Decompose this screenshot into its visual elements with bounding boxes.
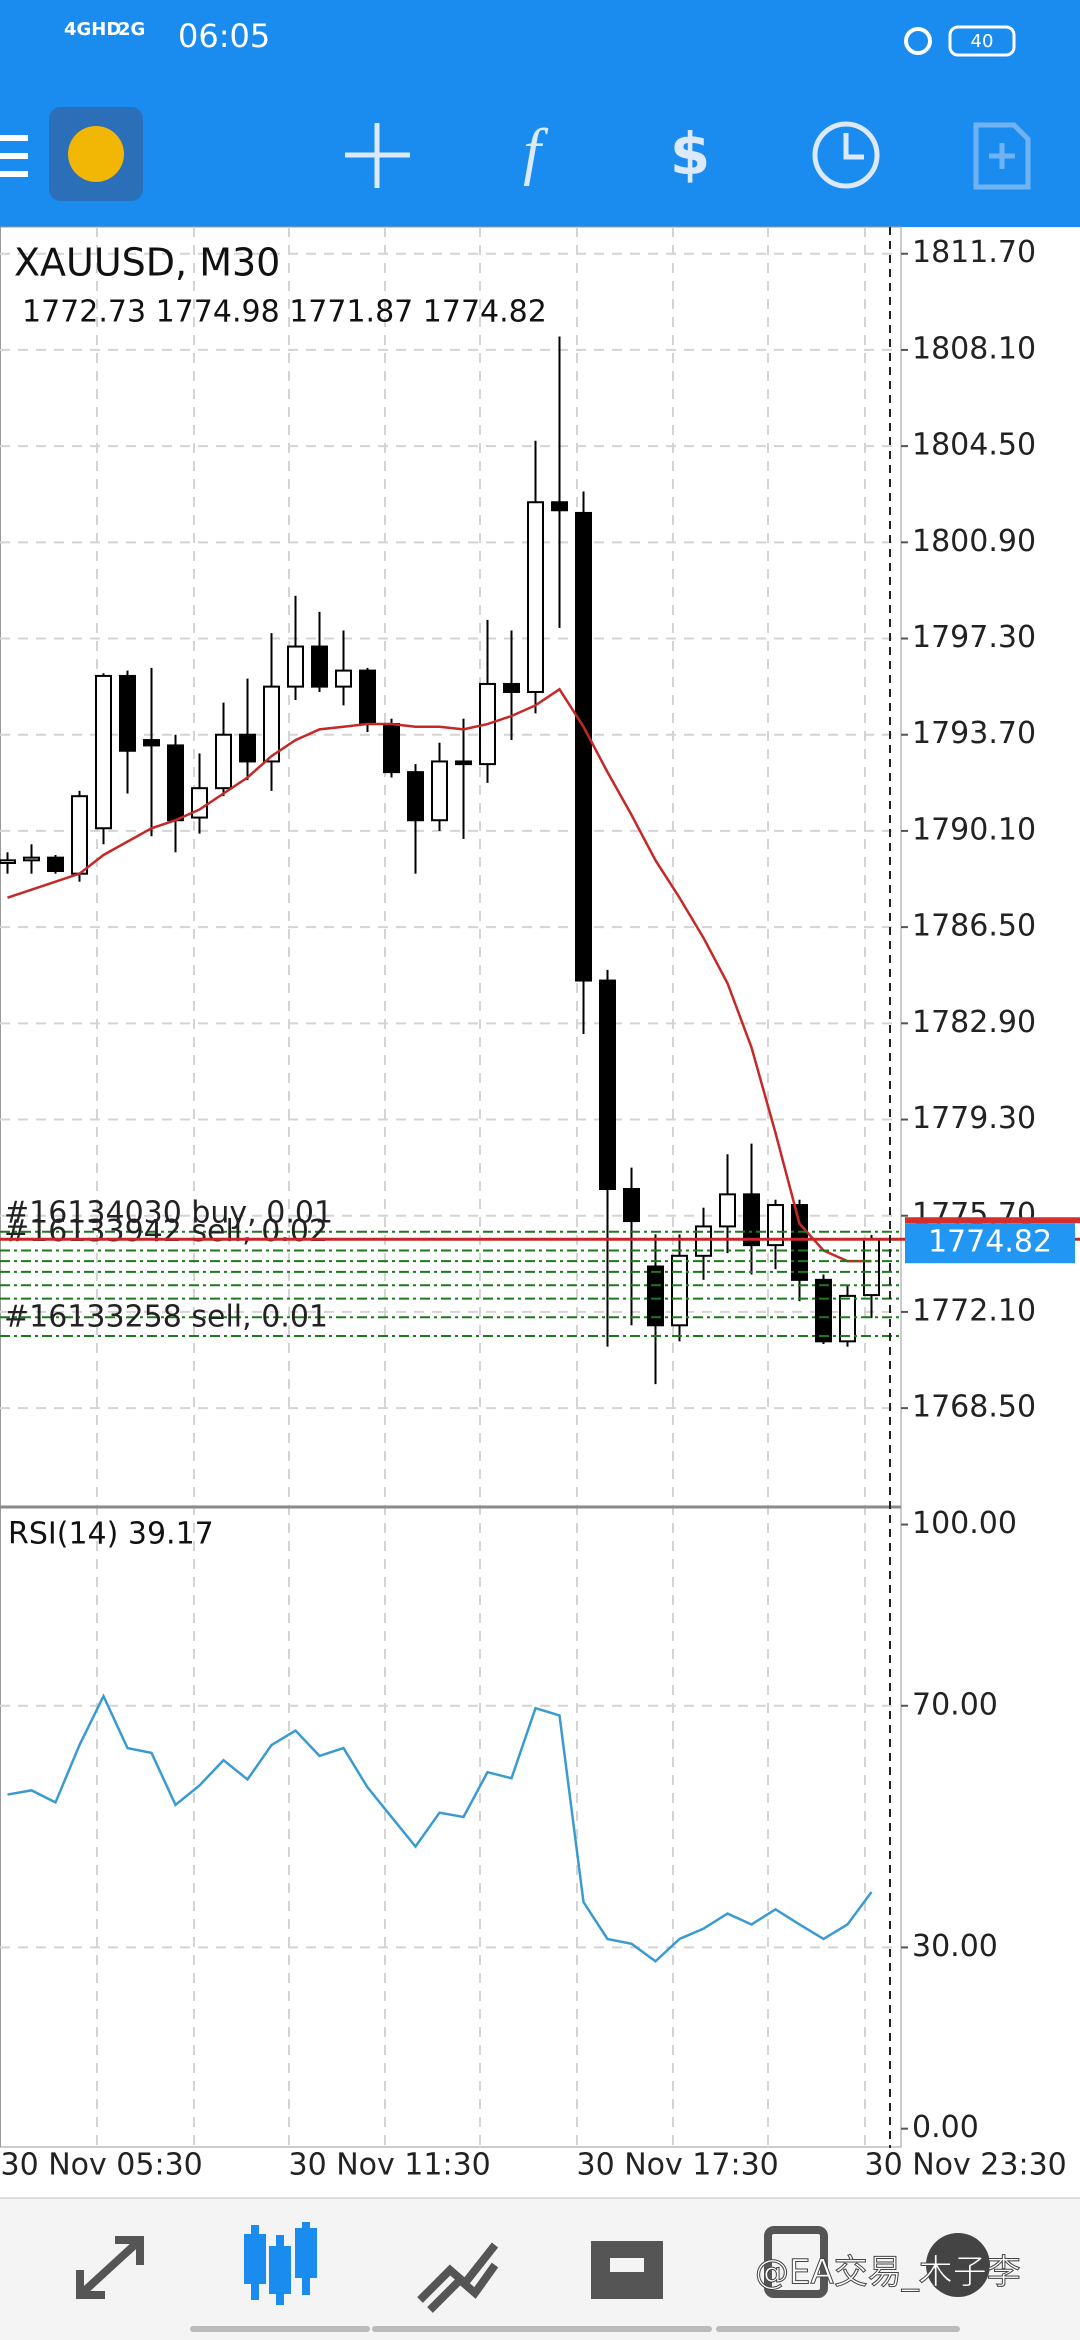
candle-body xyxy=(71,795,88,875)
candle-body xyxy=(791,1204,808,1281)
y-tick-label: 1800.90 xyxy=(912,524,1036,559)
y-tick-label: 1804.50 xyxy=(912,428,1036,463)
order-label: #16133258 sell, 0.01 xyxy=(4,1299,328,1334)
bid-marker xyxy=(905,1217,1080,1224)
bid-price-label: 1774.82 xyxy=(928,1225,1052,1260)
y-tick-label: 1790.10 xyxy=(912,812,1036,847)
battery-level: 40 xyxy=(971,31,994,52)
top-bar xyxy=(0,0,1080,227)
candle-body xyxy=(647,1265,664,1327)
candle-body xyxy=(767,1204,784,1247)
chart-tab[interactable] xyxy=(244,2222,317,2305)
app-logo-mark xyxy=(68,126,124,182)
indicator-line xyxy=(7,687,872,1263)
candle-body xyxy=(551,501,568,512)
y-tick-label: 30.00 xyxy=(912,1929,998,1964)
candle-body xyxy=(455,760,472,766)
quotes-tab[interactable] xyxy=(76,2236,144,2299)
messages-tab[interactable] xyxy=(764,2226,828,2298)
battery-icon xyxy=(948,25,1016,57)
y-tick-label: 0.00 xyxy=(912,2110,979,2145)
candle-body xyxy=(359,669,376,726)
gesture-bar xyxy=(716,2326,960,2332)
gesture-bar xyxy=(372,2326,712,2332)
candle-body xyxy=(671,1254,688,1327)
rsi-title: RSI(14) 39.17 xyxy=(8,1517,214,1552)
indicator-line xyxy=(7,1693,873,1963)
candle-body xyxy=(383,723,400,774)
candle-body xyxy=(239,733,256,763)
y-tick-label: 1811.70 xyxy=(912,235,1036,270)
candle-body xyxy=(263,685,280,763)
ohlc-text: 1772.73 1774.98 1771.87 1774.82 xyxy=(22,295,547,330)
candle-body xyxy=(599,979,616,1191)
x-tick-label: 30 Nov 23:30 xyxy=(865,2148,1067,2183)
candle-body xyxy=(215,733,232,790)
candle-body xyxy=(575,511,592,982)
y-tick-label: 100.00 xyxy=(912,1506,1017,1541)
y-tick-label: 1808.10 xyxy=(912,331,1036,366)
gesture-bar xyxy=(190,2326,370,2332)
templates-button[interactable] xyxy=(973,122,1031,190)
candle-body xyxy=(143,739,160,747)
candle-body xyxy=(863,1238,880,1297)
candle-body xyxy=(815,1278,832,1343)
candle-body xyxy=(839,1294,856,1343)
candle-body xyxy=(0,859,16,864)
clock-time: 06:05 xyxy=(178,17,270,55)
candle-body xyxy=(503,682,520,693)
order-label: #16133942 sell, 0.02 xyxy=(4,1214,328,1249)
chart-frame xyxy=(0,226,902,2148)
candle-body xyxy=(527,501,544,693)
menu-button[interactable] xyxy=(0,135,28,177)
y-tick-label: 1768.50 xyxy=(912,1390,1036,1425)
period-button[interactable] xyxy=(812,121,880,189)
candle-body xyxy=(335,669,352,688)
candle-body xyxy=(119,674,136,752)
order-label: #16134030 buy, 0.01 xyxy=(4,1195,333,1230)
bid-price-box xyxy=(905,1223,1075,1264)
history-tab[interactable] xyxy=(591,2241,663,2299)
symbol-title: XAUUSD, M30 xyxy=(14,241,280,285)
candle-body xyxy=(287,645,304,688)
candle-body xyxy=(623,1188,640,1223)
candle-body xyxy=(311,645,328,688)
y-tick-label: 70.00 xyxy=(912,1687,998,1722)
crosshair-button[interactable] xyxy=(345,123,410,188)
y-tick-label: 1782.90 xyxy=(912,1005,1036,1040)
vertical-grid xyxy=(96,227,866,2148)
network-1: 4GHD xyxy=(64,19,121,40)
candle-body xyxy=(743,1193,760,1247)
x-tick-label: 30 Nov 05:30 xyxy=(1,2148,203,2183)
network-2: 2G xyxy=(118,19,145,40)
watermark: @EA交易_木子李 xyxy=(755,2253,1021,2293)
trade-button[interactable]: $ xyxy=(670,120,710,188)
candle-body xyxy=(47,856,64,873)
x-tick-label: 30 Nov 17:30 xyxy=(577,2148,779,2183)
candle-body xyxy=(23,856,40,862)
candle-body xyxy=(407,771,424,822)
y-tick-label: 1786.50 xyxy=(912,909,1036,944)
settings-tab[interactable] xyxy=(926,2233,990,2297)
trade-tab[interactable] xyxy=(417,2242,499,2313)
bottom-nav xyxy=(0,2198,1080,2340)
y-tick-label: 1793.70 xyxy=(912,716,1036,751)
alarm-icon xyxy=(904,27,932,55)
y-tick-label: 1779.30 xyxy=(912,1101,1036,1136)
candle-body xyxy=(431,760,448,822)
y-tick-label: 1797.30 xyxy=(912,620,1036,655)
y-tick-label: 1772.10 xyxy=(912,1293,1036,1328)
x-tick-label: 30 Nov 11:30 xyxy=(289,2148,491,2183)
candle-body xyxy=(95,674,112,830)
candle-body xyxy=(719,1193,736,1228)
candle-body xyxy=(695,1225,712,1257)
candle-body xyxy=(167,744,184,822)
